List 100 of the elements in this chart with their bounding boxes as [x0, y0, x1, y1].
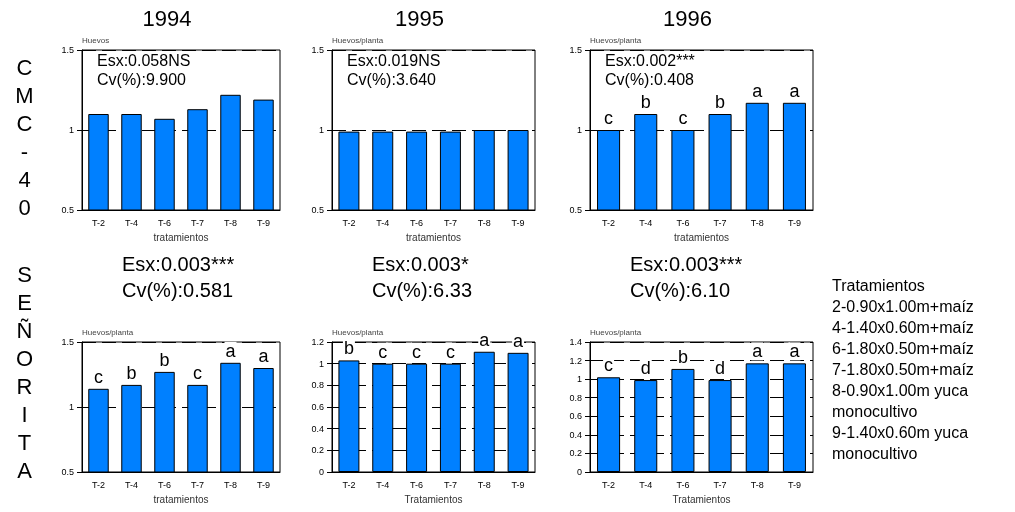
y-axis-title: Huevos/planta	[332, 35, 384, 45]
data-label: c	[445, 341, 455, 362]
x-tick-label: T-8	[223, 217, 238, 228]
x-tick-label: T-2	[602, 479, 616, 490]
x-tick-label: T-7	[443, 217, 457, 228]
y-tick-label: 0.6	[311, 402, 324, 412]
data-label: a	[752, 80, 764, 101]
y-axis-title: Huevos/planta	[82, 327, 134, 337]
x-tick-label: T-7	[190, 217, 205, 228]
x-tick-label: T-9	[787, 217, 801, 228]
data-label: a	[225, 340, 237, 361]
y-tick-label: 1.5	[569, 45, 582, 55]
y-axis-title: Huevos/planta	[590, 35, 642, 45]
data-label: b	[677, 346, 688, 367]
annotation: Cv(%):3.640	[347, 70, 437, 88]
x-tick-label: T-6	[676, 479, 690, 490]
x-tick-label: T-7	[713, 479, 727, 490]
x-tick-label: T-4	[124, 479, 139, 490]
x-tick-label: T-4	[376, 217, 390, 228]
y-tick-label: 1	[68, 402, 74, 412]
x-axis-title: tratamientos	[153, 231, 209, 243]
x-tick-label: T-6	[157, 217, 172, 228]
y-tick-label: 1.4	[569, 337, 582, 347]
text: 9-1.40x0.60m yuca monocultivo	[832, 423, 970, 464]
x-tick-label: T-2	[602, 217, 616, 228]
annotation: Cv(%):0.408	[605, 70, 695, 88]
x-tick-label: T-6	[676, 217, 690, 228]
y-tick-label: 0.8	[311, 380, 324, 391]
text: Esx:0.003***	[122, 253, 235, 275]
text: Cv(%):0.581	[122, 279, 234, 301]
x-tick-label: T-2	[91, 217, 106, 228]
data-label: a	[258, 346, 270, 366]
y-tick-label: 0	[318, 467, 324, 477]
y-tick-label: 0.5	[61, 467, 74, 477]
y-tick-label: 1	[576, 125, 582, 135]
x-axis-title: Tratamientos	[404, 493, 463, 505]
x-tick-label: T-6	[410, 479, 424, 490]
y-tick-label: 1.5	[61, 337, 74, 347]
y-tick-label: 1	[68, 125, 74, 135]
x-tick-label: T-8	[750, 217, 764, 228]
y-tick-label: 0.5	[311, 205, 324, 215]
y-tick-label: 0.5	[61, 205, 74, 215]
text: 7-1.80x0.50m+maíz	[832, 360, 975, 380]
text: Cv(%):6.10	[630, 279, 731, 301]
y-axis-title: Huevos/planta	[332, 327, 384, 337]
text: Tratamientos	[832, 276, 926, 296]
x-tick-label: T-7	[190, 479, 205, 490]
data-label: c	[604, 355, 614, 376]
text: 4-1.40x0.60m+maíz	[832, 318, 975, 338]
x-tick-label: T-4	[124, 217, 139, 228]
text: Esx:0.003***	[630, 253, 743, 275]
text: Esx:0.003*	[372, 253, 469, 275]
x-tick-label: T-2	[91, 479, 106, 490]
y-tick-label: 0.2	[311, 445, 324, 456]
x-tick-label: T-9	[256, 479, 271, 490]
text: CMC-40	[11, 55, 38, 223]
data-label: b	[715, 92, 726, 112]
x-tick-label: T-8	[223, 479, 238, 490]
text: Cv(%):6.33	[372, 279, 473, 301]
x-axis-title: tratamientos	[673, 231, 730, 243]
y-tick-label: 1.2	[311, 337, 324, 347]
data-label: b	[343, 338, 354, 359]
annotation: Esx:0.002***	[605, 51, 695, 69]
x-tick-label: T-6	[157, 479, 172, 490]
x-tick-label: T-8	[750, 479, 764, 490]
x-tick-label: T-2	[342, 479, 356, 490]
chart-title: 1995	[395, 5, 444, 31]
y-tick-label: 1	[576, 374, 582, 385]
data-label: c	[378, 341, 388, 362]
x-tick-label: T-4	[639, 217, 653, 228]
text: 6-1.80x0.50m+maíz	[832, 339, 975, 359]
x-tick-label: T-2	[342, 217, 356, 228]
text: 2-0.90x1.00m+maíz	[832, 297, 975, 317]
x-tick-label: T-9	[511, 217, 525, 228]
y-tick-label: 0.2	[569, 448, 582, 459]
x-tick-label: T-8	[477, 217, 491, 228]
data-label: c	[604, 108, 614, 128]
data-label: c	[193, 362, 202, 383]
x-tick-label: T-6	[410, 217, 424, 228]
annotation: Cv(%):9.900	[97, 70, 187, 88]
y-axis-title: Huevos/planta	[590, 327, 642, 337]
y-tick-label: 0.4	[311, 423, 324, 434]
data-label: d	[715, 358, 726, 379]
y-tick-label: 0.8	[569, 392, 582, 403]
text: SEÑORITA	[11, 262, 38, 486]
chart-title: 1996	[663, 5, 712, 31]
y-tick-label: 0	[576, 467, 582, 477]
data-label: a	[789, 341, 801, 362]
data-label: a	[479, 329, 491, 350]
annotation: Esx:0.058NS	[97, 51, 191, 69]
x-tick-label: T-4	[639, 479, 653, 490]
y-tick-label: 0.6	[569, 411, 582, 422]
x-tick-label: T-8	[477, 479, 491, 490]
x-axis-title: tratamientos	[405, 231, 462, 243]
x-tick-label: T-7	[713, 217, 727, 228]
x-tick-label: T-9	[511, 479, 525, 490]
y-tick-label: 1	[318, 125, 324, 135]
y-tick-label: 1.2	[569, 355, 582, 366]
x-tick-label: T-9	[787, 479, 801, 490]
x-tick-label: T-9	[256, 217, 271, 228]
